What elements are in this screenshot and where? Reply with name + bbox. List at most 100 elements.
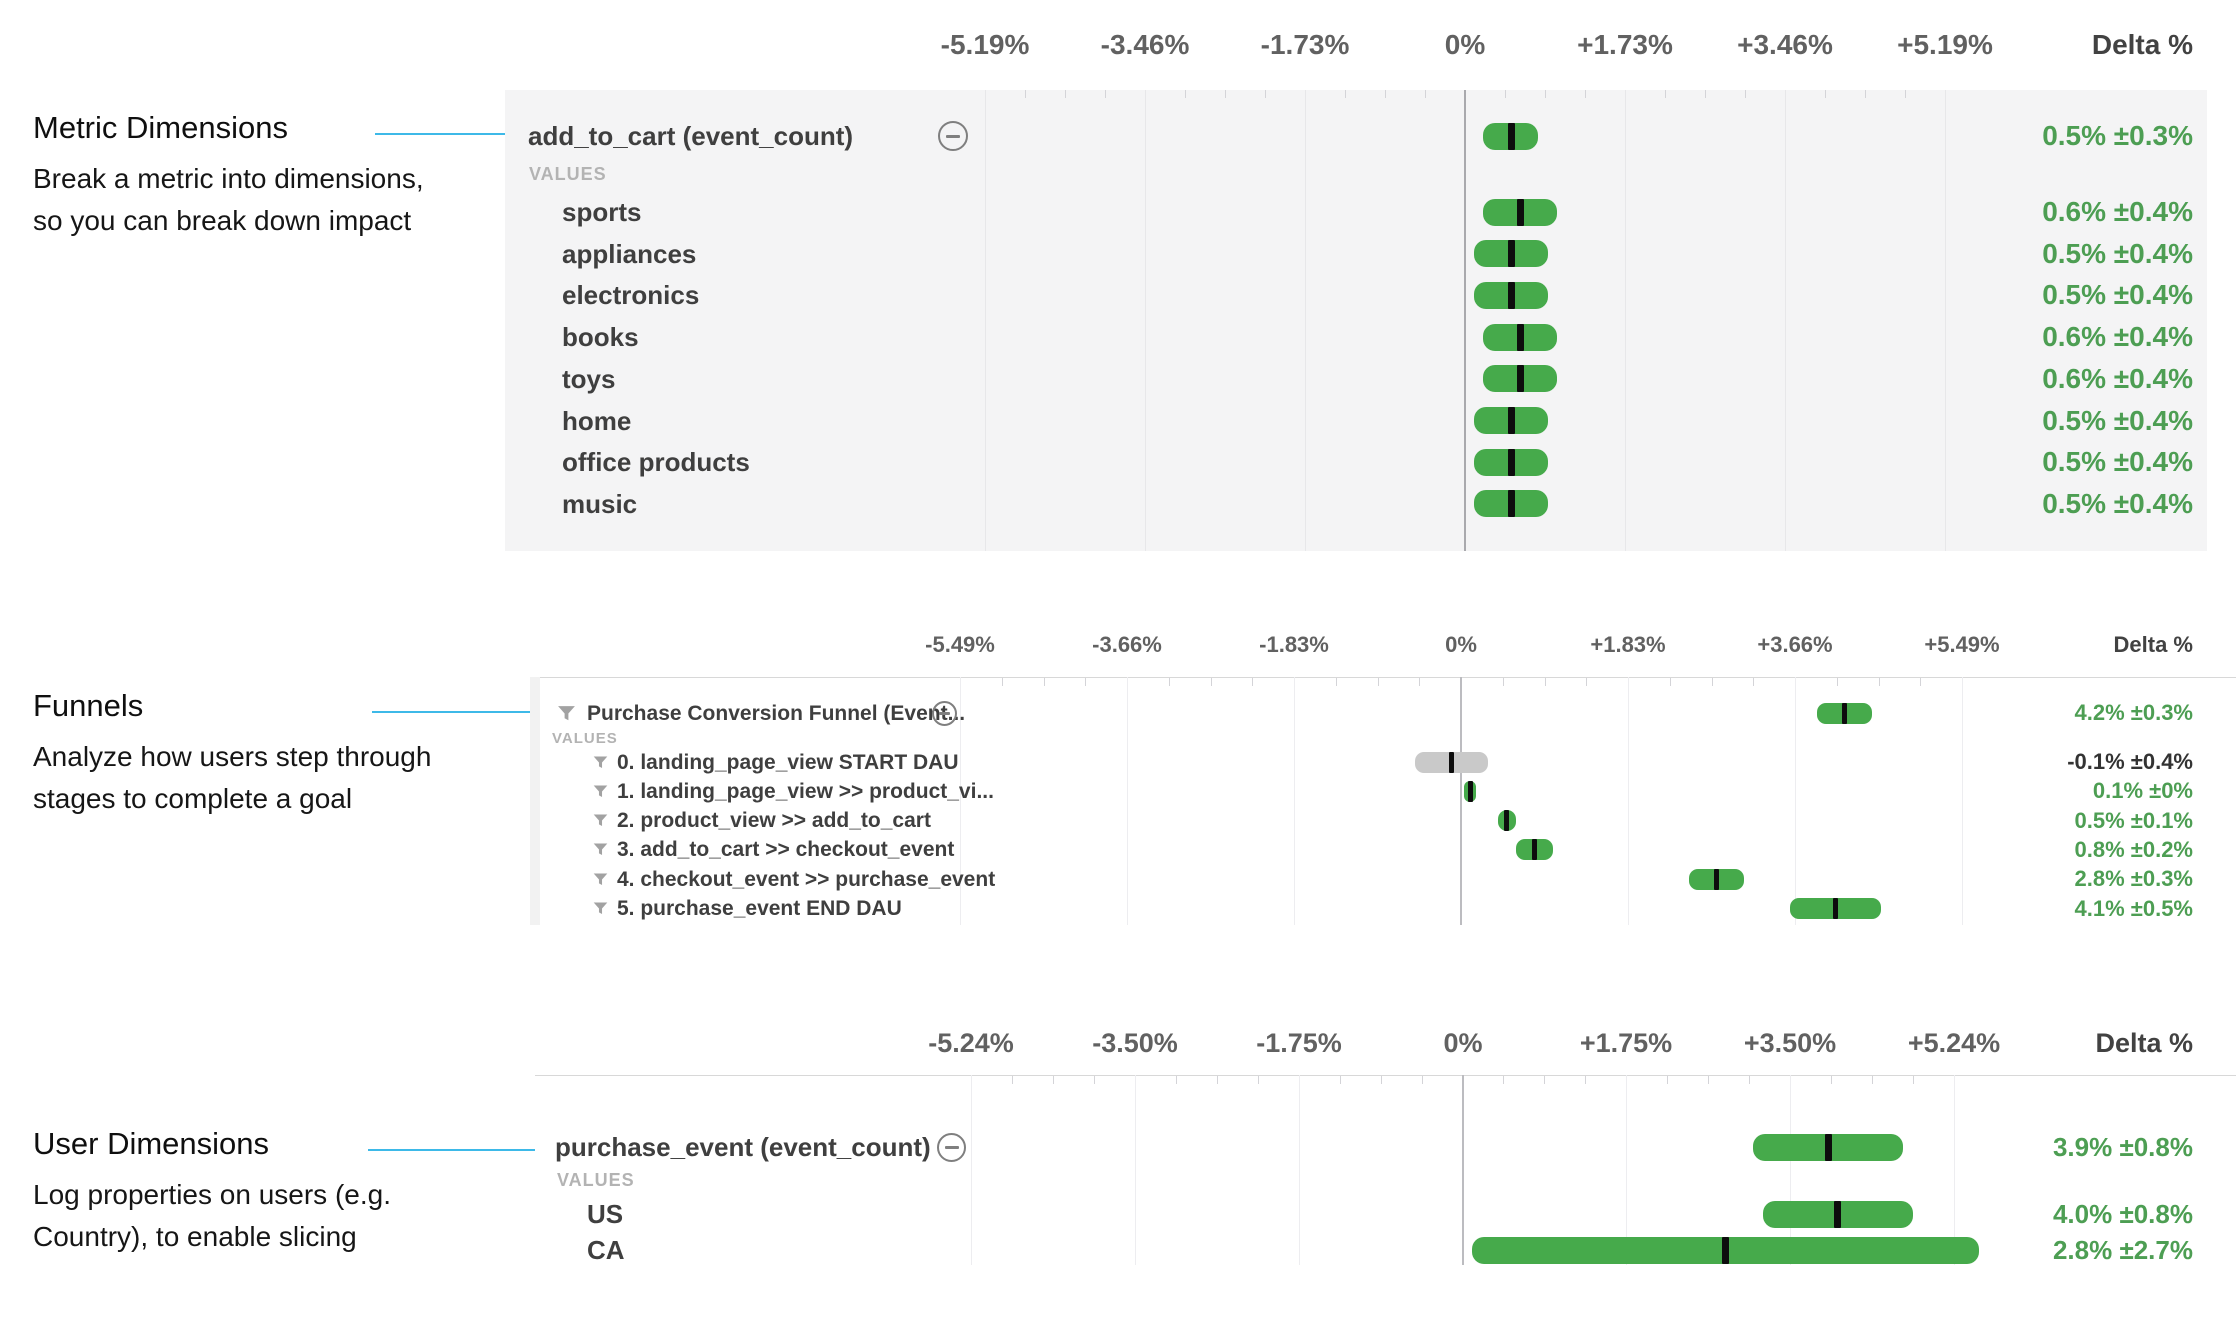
minor-tick [1913,1076,1914,1084]
minor-tick [1544,1076,1545,1084]
chart-panel [505,90,2207,551]
median-line [1508,407,1515,434]
collapse-icon[interactable] [932,701,957,726]
row-label[interactable]: 3. add_to_cart >> checkout_event [617,838,955,861]
delta-header-label: Delta % [2095,1028,2193,1058]
annotation-line: Analyze how users step through [33,741,432,772]
minor-tick [1085,678,1086,686]
delta-value: 4.1% ±0.5% [2074,896,2193,921]
median-line [1532,839,1537,860]
minor-tick [1225,90,1226,98]
gridline [1294,677,1295,925]
gridline [1945,90,1946,551]
minor-tick [1708,1076,1709,1084]
minor-tick [1670,678,1671,686]
values-heading: VALUES [557,1170,635,1190]
minor-tick [1419,678,1420,686]
minor-tick [1012,1076,1013,1084]
minor-tick [1094,1076,1095,1084]
minor-tick [1336,678,1337,686]
axis-tick-label: +3.50% [1743,1028,1837,1058]
minor-tick [1667,1076,1668,1084]
row-label[interactable]: music [562,489,638,519]
panel-left-edge [530,677,540,925]
median-line [1508,123,1515,150]
axis-tick-label: +5.49% [1924,632,2000,657]
minor-tick [1705,90,1706,98]
minor-tick [1002,678,1003,686]
chart-title-label[interactable]: purchase_event (event_count) [555,1132,931,1162]
row-label[interactable]: 0. landing_page_view START DAU [617,751,959,774]
median-line [1508,490,1515,517]
minor-tick [1753,678,1754,686]
row-label[interactable]: books [562,322,639,352]
axis-tick-label: +5.24% [1907,1028,2001,1058]
connector-line [372,711,552,713]
axis-tick-label: -1.75% [1256,1028,1342,1058]
minor-tick [1865,90,1866,98]
axis-tick-label: -1.83% [1259,632,1329,657]
minor-tick [1920,678,1921,686]
chart-title-label[interactable]: add_to_cart (event_count) [528,121,854,151]
axis-tick-label: +1.73% [1577,29,1673,60]
collapse-icon[interactable] [938,121,968,151]
row-label[interactable]: office products [562,447,750,477]
axis-tick-label: +1.75% [1579,1028,1673,1058]
collapse-icon[interactable] [937,1133,966,1162]
values-heading: VALUES [552,730,618,747]
gridline [1628,677,1629,925]
median-line [1449,752,1454,773]
delta-value: 2.8% ±2.7% [2052,1235,2193,1265]
annotation-line: Break a metric into dimensions, [33,163,424,194]
minor-tick [1185,90,1186,98]
axis-tick-label: -5.19% [940,29,1030,60]
delta-value: 0.5% ±0.3% [2042,120,2193,151]
minor-tick [1749,1076,1750,1084]
axis-tick-label: 0% [1443,1028,1483,1058]
row-label[interactable]: home [562,406,632,436]
minus-glyph [945,134,961,138]
row-label[interactable]: sports [562,197,642,227]
annotation-line: Log properties on users (e.g. [33,1179,391,1210]
row-label[interactable]: 4. checkout_event >> purchase_event [617,868,996,891]
minor-tick [1712,678,1713,686]
minor-tick [1503,1076,1504,1084]
row-label[interactable]: electronics [562,280,700,310]
zero-gridline [1464,90,1466,551]
row-label[interactable]: toys [562,364,616,394]
axis-tick-label: -3.50% [1092,1028,1178,1058]
minor-tick [1105,90,1106,98]
row-label[interactable]: US [587,1199,624,1229]
row-label[interactable]: appliances [562,239,697,269]
axis-tick-label: -5.24% [928,1028,1014,1058]
axis-tick-label: 0% [1444,29,1486,60]
row-label[interactable]: 2. product_view >> add_to_cart [617,809,931,832]
annotation-user-dimensions: User Dimensions Log properties on users … [33,1124,391,1258]
minor-tick [1879,678,1880,686]
delta-value: 0.5% ±0.4% [2042,405,2193,436]
minor-tick [1745,90,1746,98]
minor-tick [1545,90,1546,98]
gridline [971,1075,972,1265]
minor-tick [1378,678,1379,686]
axis-tick-label: +3.66% [1757,632,1833,657]
minor-tick [1176,1076,1177,1084]
gridline [1954,1075,1955,1265]
delta-value: -0.1% ±0.4% [2067,749,2193,774]
axis-tick-label: +3.46% [1737,29,1833,60]
delta-header-label: Delta % [2091,29,2193,60]
chart-panel [535,1075,2236,1266]
minus-glyph [938,712,951,715]
chart-title-label[interactable]: Purchase Conversion Funnel (Event... [587,702,966,725]
minus-glyph [944,1146,959,1149]
gridline [1135,1075,1136,1265]
row-label[interactable]: 5. purchase_event END DAU [617,897,902,920]
delta-value: 2.8% ±0.3% [2074,866,2193,891]
annotation-metric-dimensions: Metric Dimensions Break a metric into di… [33,108,424,242]
funnel-icon [592,841,609,858]
gridline [1127,677,1128,925]
minor-tick [1065,90,1066,98]
row-label[interactable]: 1. landing_page_view >> product_vi... [617,780,994,803]
row-label[interactable]: CA [587,1235,625,1265]
minor-tick [1422,1076,1423,1084]
